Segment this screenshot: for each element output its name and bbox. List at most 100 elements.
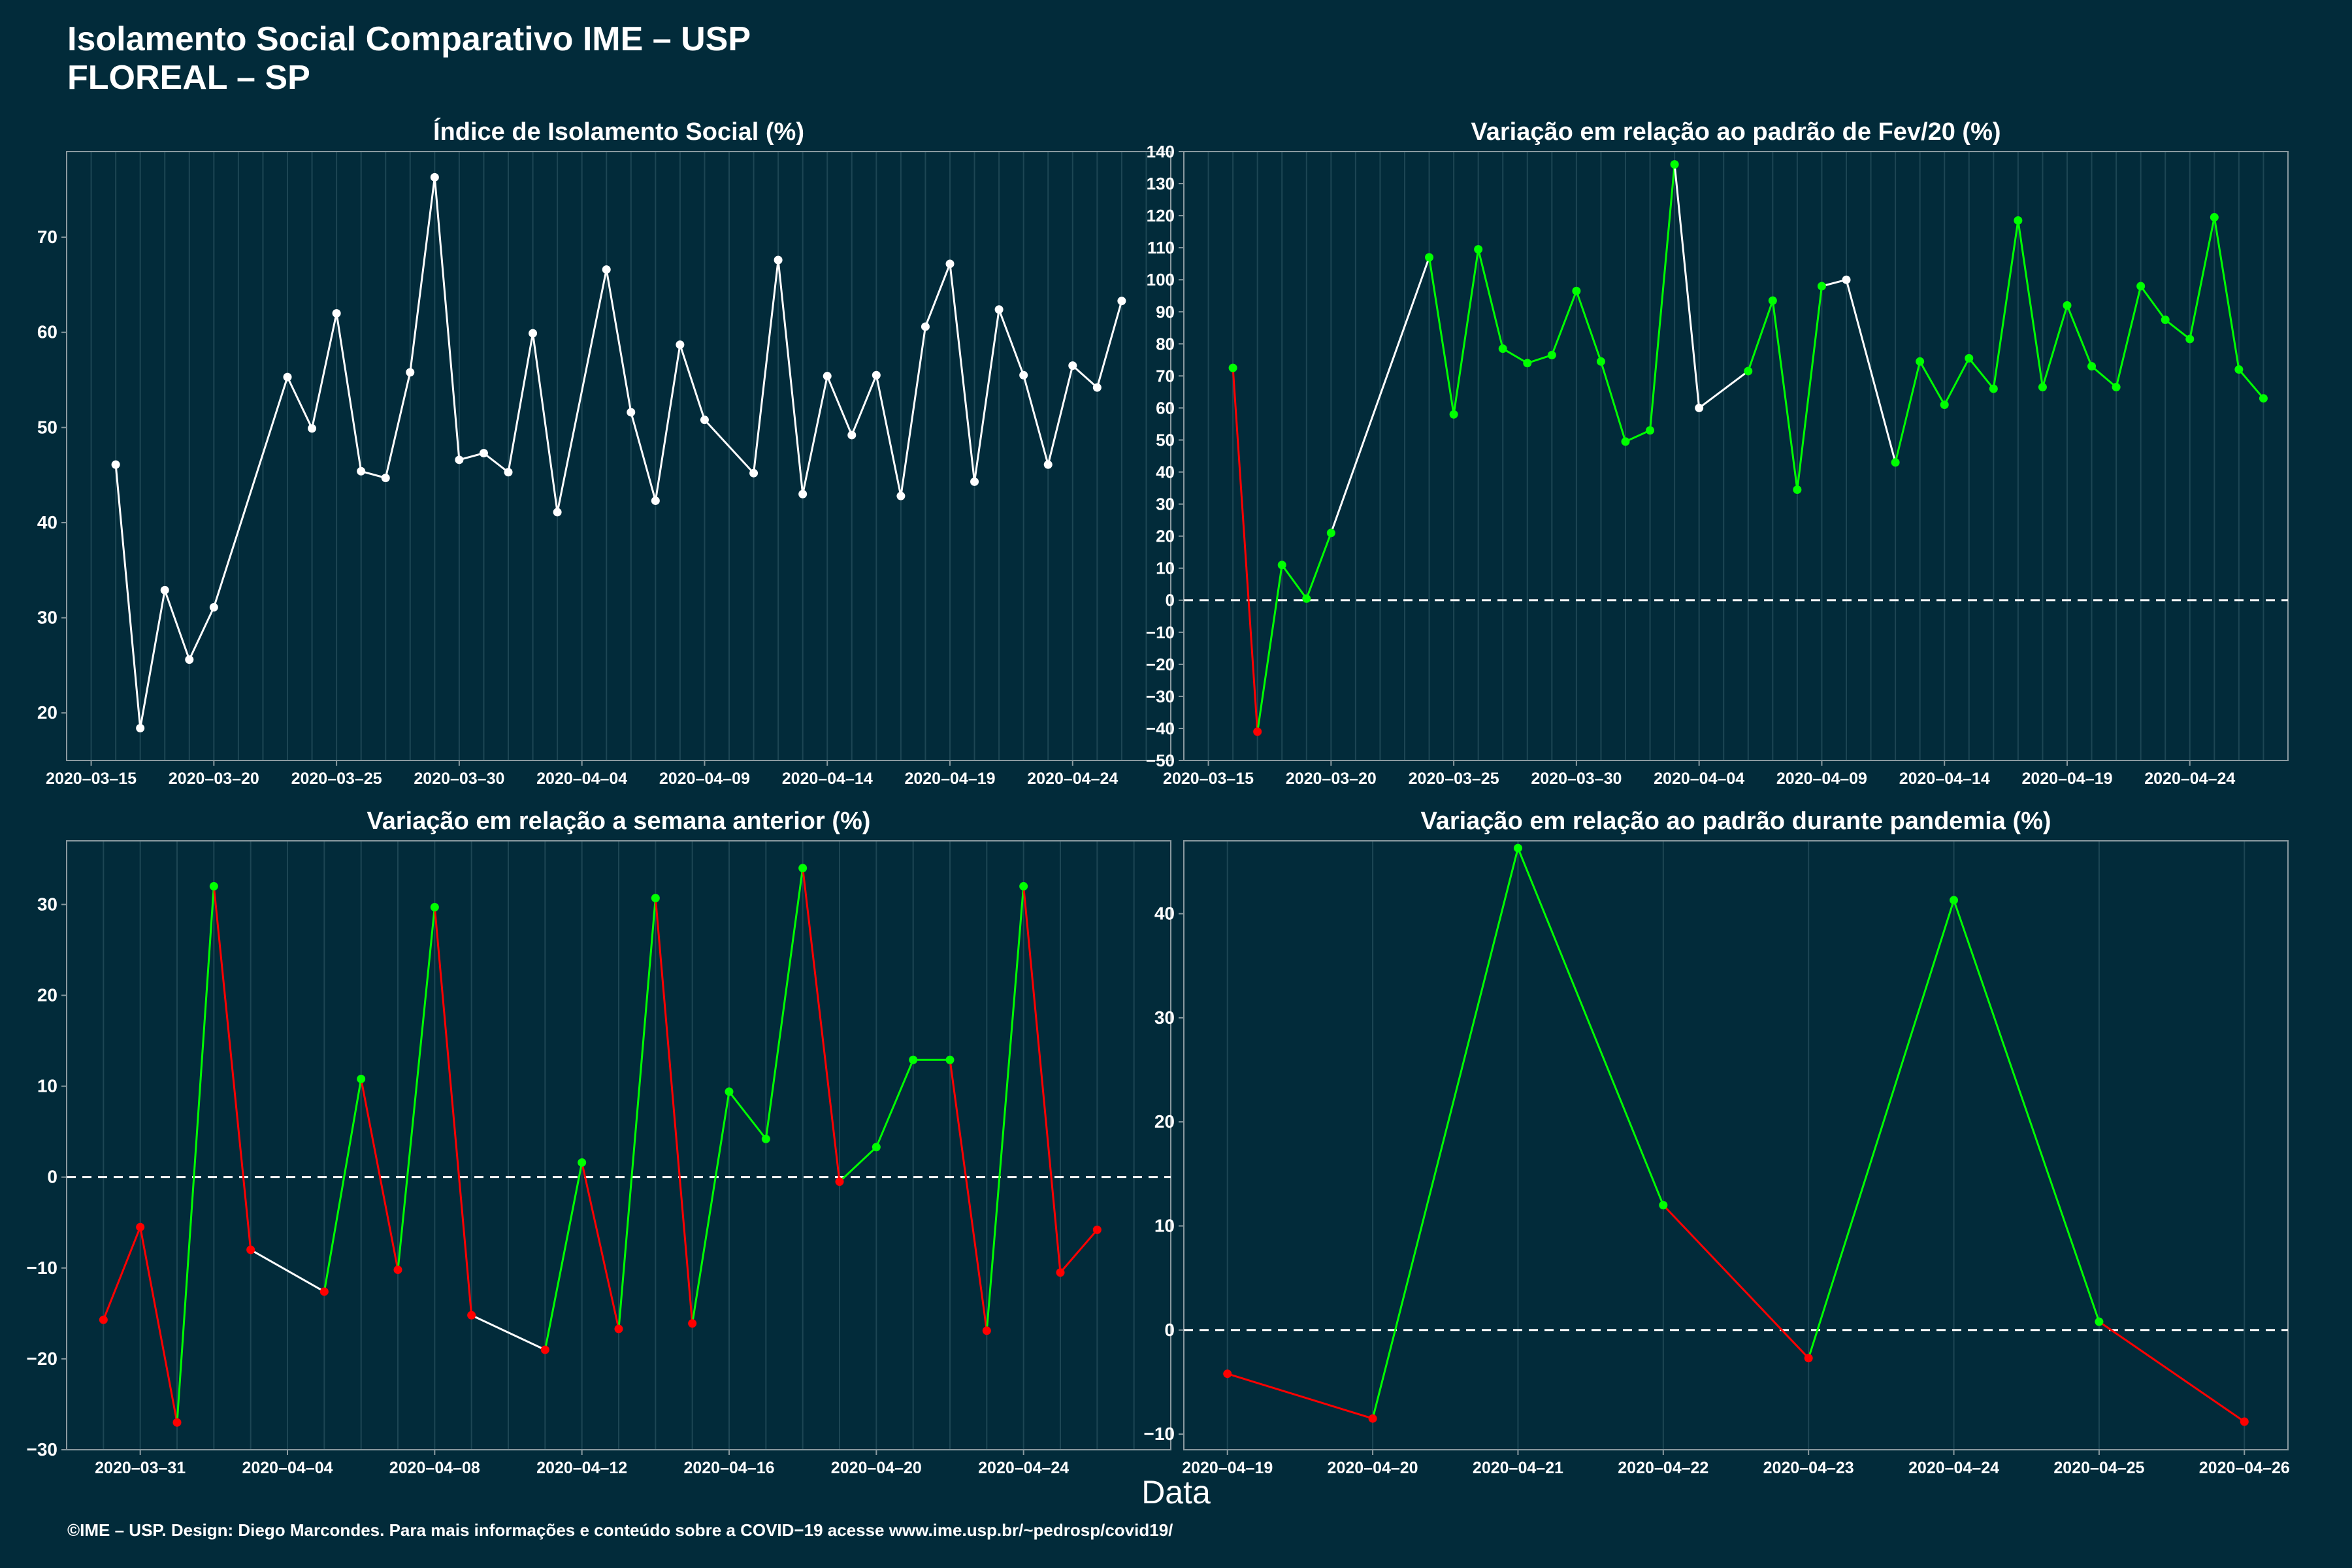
x-tick-label: 2020–03–20 xyxy=(1286,770,1377,788)
series-line-segment xyxy=(1330,257,1430,534)
y-tick-label: 50 xyxy=(37,417,57,437)
panel-variation-previous-week: Variação em relação a semana anterior (%… xyxy=(27,808,1171,1477)
series-line-segment xyxy=(900,326,926,497)
y-tick-label: 30 xyxy=(37,894,57,914)
y-tick-label: 20 xyxy=(37,702,57,723)
series-line-segment xyxy=(1625,429,1651,443)
series-line-segment xyxy=(286,376,313,429)
series-line-segment xyxy=(1452,249,1480,415)
chart-title-line-2: FLOREAL – SP xyxy=(67,59,310,97)
data-point xyxy=(540,1345,549,1354)
data-point xyxy=(847,431,857,440)
data-point xyxy=(651,894,660,903)
series-line-segment xyxy=(1953,900,2100,1322)
data-point xyxy=(2038,383,2047,392)
data-point xyxy=(1793,485,1802,495)
x-tick-label: 2020–04–21 xyxy=(1473,1459,1563,1477)
panel-isolation-index: Índice de Isolamento Social (%) 20 30 40 50 6… xyxy=(37,117,1171,788)
panel-variation-pandemic-pattern: Variação em relação ao padrão durante pa… xyxy=(1144,808,2290,1477)
data-point xyxy=(332,309,341,318)
y-tick-label: 20 xyxy=(1154,1111,1175,1132)
data-point xyxy=(1092,1225,1102,1234)
series-line-segment xyxy=(826,376,853,436)
y-tick-label: 80 xyxy=(1156,334,1175,353)
series-line-segment xyxy=(471,1314,546,1351)
series-line-segment xyxy=(605,269,632,413)
data-point xyxy=(136,1222,145,1232)
y-tick-label: −30 xyxy=(1146,687,1175,706)
data-point xyxy=(172,1418,182,1427)
data-point xyxy=(357,1074,366,1083)
data-point xyxy=(1498,344,1507,353)
series-line-segment xyxy=(1502,348,1528,365)
y-tick-label: 20 xyxy=(1156,527,1175,546)
series-line-segment xyxy=(311,313,338,429)
panel-title: Índice de Isolamento Social (%) xyxy=(433,117,804,146)
series-line-segment xyxy=(2189,217,2215,340)
data-point xyxy=(111,460,120,469)
series-line-segment xyxy=(384,372,412,478)
y-tick-label: 100 xyxy=(1147,270,1175,289)
data-point xyxy=(1019,370,1028,380)
data-point xyxy=(700,416,709,425)
series-line-segment xyxy=(1845,279,1897,463)
x-tick-label: 2020–04–25 xyxy=(2053,1459,2144,1477)
data-point xyxy=(627,408,636,417)
series-line-segment xyxy=(1059,1229,1098,1273)
series-line-segment xyxy=(1227,1373,1373,1420)
series-line-segment xyxy=(1527,354,1552,365)
series-line-segment xyxy=(1919,361,1946,406)
data-point xyxy=(1670,160,1679,169)
data-point xyxy=(1092,383,1102,392)
y-tick-label: 30 xyxy=(1154,1007,1175,1028)
data-point xyxy=(1223,1369,1232,1379)
series-line-segment xyxy=(1477,249,1504,350)
series-line-segment xyxy=(2140,286,2166,321)
data-point xyxy=(2161,316,2170,325)
data-point xyxy=(553,508,562,517)
data-point xyxy=(283,372,292,382)
data-point xyxy=(160,585,169,595)
y-tick-label: 140 xyxy=(1147,142,1175,161)
series-line-segment xyxy=(1305,532,1332,599)
data-point xyxy=(1425,253,1434,262)
y-tick-label: 110 xyxy=(1147,238,1175,257)
x-tick-label: 2020–04–24 xyxy=(2144,770,2235,788)
series-line-segment xyxy=(323,1079,363,1292)
data-point xyxy=(406,368,415,377)
x-tick-label: 2020–04–19 xyxy=(1182,1459,1273,1477)
data-point xyxy=(1965,353,1974,363)
series-line-segment xyxy=(630,412,657,501)
data-point xyxy=(1068,361,1077,370)
x-tick-label: 2020–04–12 xyxy=(536,1459,627,1477)
x-tick-label: 2020–04–24 xyxy=(978,1459,1069,1477)
data-point xyxy=(1596,357,1605,366)
data-point xyxy=(798,864,808,873)
data-point xyxy=(1572,286,1581,295)
y-tick-label: 10 xyxy=(1156,559,1175,578)
y-tick-label: 120 xyxy=(1147,206,1175,225)
plot-frame xyxy=(1183,840,2289,1450)
series-line-segment xyxy=(2066,304,2093,367)
series-line-segment xyxy=(1673,164,1701,408)
series-line-segment xyxy=(2017,220,2044,387)
data-point xyxy=(1916,357,1925,366)
data-point xyxy=(823,372,832,381)
series-line-segment xyxy=(188,606,215,661)
data-point xyxy=(479,449,488,458)
data-point xyxy=(602,265,611,274)
series-line-segment xyxy=(1747,300,1774,372)
y-tick-label: 70 xyxy=(1156,366,1175,385)
data-point xyxy=(2063,301,2072,310)
series-line-segment xyxy=(1371,847,1519,1419)
series-line-segment xyxy=(728,1091,767,1140)
series-line-segment xyxy=(556,269,608,513)
data-point xyxy=(2259,394,2268,403)
data-point xyxy=(749,468,759,478)
data-point xyxy=(970,477,979,486)
data-point xyxy=(945,1055,955,1064)
data-point xyxy=(688,1319,697,1328)
series-line-segment xyxy=(679,344,706,421)
series-line-segment xyxy=(1649,164,1676,431)
data-point xyxy=(725,1087,734,1096)
